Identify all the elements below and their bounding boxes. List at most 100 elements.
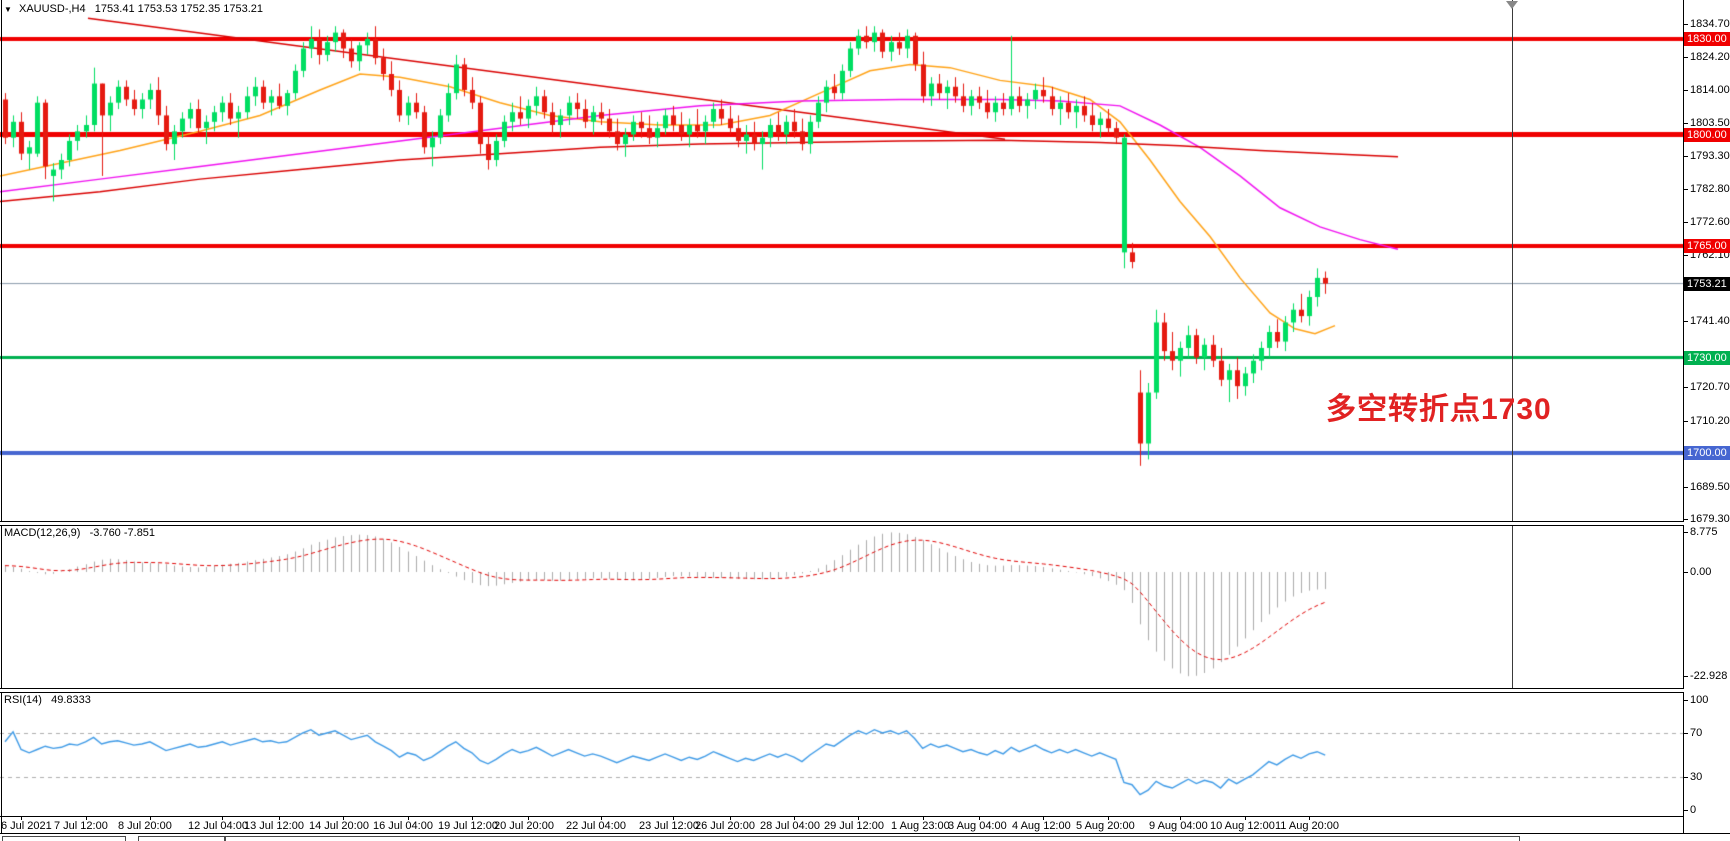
- rsi-value: 49.8333: [51, 694, 91, 706]
- time-tick: [1180, 817, 1181, 820]
- price-tick: [1683, 189, 1688, 190]
- time-tick: [923, 817, 924, 820]
- time-tick: [408, 817, 409, 820]
- price-tag-1753.21: 1753.21: [1684, 277, 1730, 291]
- rsi-indicator-label: RSI(14) 49.8333: [4, 694, 91, 706]
- rsi-tick-label: 100: [1690, 694, 1709, 706]
- price-tick: [1683, 255, 1688, 256]
- macd-tick: [1683, 676, 1688, 677]
- time-label: 9 Aug 04:00: [1149, 820, 1208, 832]
- time-tick: [472, 817, 473, 820]
- price-tick-label: 1803.50: [1690, 117, 1730, 129]
- chart-left-border: [1, 0, 2, 833]
- time-label: 3 Aug 04:00: [948, 820, 1007, 832]
- time-axis-border: [0, 816, 1684, 817]
- price-tick-label: 1793.30: [1690, 150, 1730, 162]
- time-tick: [673, 817, 674, 820]
- macd-tick: [1683, 532, 1688, 533]
- time-label: 16 Jul 04:00: [373, 820, 433, 832]
- time-label: 22 Jul 04:00: [566, 820, 626, 832]
- price-tick-label: 1814.00: [1690, 84, 1730, 96]
- price-tick: [1683, 222, 1688, 223]
- price-tag-1700.00: 1700.00: [1684, 446, 1730, 460]
- time-tick: [150, 817, 151, 820]
- time-tick: [1108, 817, 1109, 820]
- price-tick: [1683, 57, 1688, 58]
- price-tick-label: 1834.70: [1690, 18, 1730, 30]
- time-tick: [222, 817, 223, 820]
- time-tick: [794, 817, 795, 820]
- status-bar-cell: [138, 836, 225, 841]
- panel-divider[interactable]: [0, 688, 1684, 693]
- time-label: 29 Jul 12:00: [824, 820, 884, 832]
- chevron-down-icon[interactable]: ▼: [4, 5, 12, 14]
- time-tick: [528, 817, 529, 820]
- ohlc-values: 1753.41 1753.53 1752.35 1753.21: [94, 3, 264, 15]
- price-tag-1800.00: 1800.00: [1684, 128, 1730, 142]
- time-label: 28 Jul 04:00: [760, 820, 820, 832]
- price-tick-label: 1782.80: [1690, 183, 1730, 195]
- macd-tick-label: 8.775: [1690, 526, 1718, 538]
- price-tick-label: 1679.30: [1690, 513, 1730, 525]
- main-chart-canvas[interactable]: [0, 0, 1684, 521]
- rsi-tick: [1683, 777, 1688, 778]
- price-tick-label: 1720.70: [1690, 381, 1730, 393]
- status-bar-cell: [225, 836, 1520, 841]
- time-tick: [21, 817, 22, 820]
- time-label: 7 Jul 12:00: [54, 820, 108, 832]
- time-tick: [979, 817, 980, 820]
- status-bar-cell: [2, 836, 126, 841]
- time-label: 11 Aug 20:00: [1275, 820, 1340, 832]
- rsi-tick: [1683, 733, 1688, 734]
- rsi-panel-canvas[interactable]: [0, 691, 1684, 816]
- macd-tick: [1683, 572, 1688, 573]
- time-label: 14 Jul 20:00: [309, 820, 369, 832]
- price-tick: [1683, 24, 1688, 25]
- chart-shift-marker-icon[interactable]: [1506, 1, 1518, 9]
- price-tag-1830.00: 1830.00: [1684, 32, 1730, 46]
- macd-panel-canvas[interactable]: [0, 524, 1684, 688]
- price-tick: [1683, 321, 1688, 322]
- symbol-label: XAUUSD-,H4: [18, 3, 86, 15]
- panel-divider[interactable]: [0, 521, 1684, 526]
- time-label: 8 Jul 20:00: [118, 820, 172, 832]
- price-tick: [1683, 156, 1688, 157]
- price-tick-label: 1772.60: [1690, 216, 1730, 228]
- rsi-tick-label: 0: [1690, 804, 1697, 816]
- price-tick: [1683, 90, 1688, 91]
- macd-indicator-label: MACD(12,26,9) -3.760 -7.851: [4, 527, 156, 539]
- symbol-ohlc-header: ▼ XAUUSD-,H4 1753.41 1753.53 1752.35 175…: [4, 3, 263, 15]
- macd-tick-label: 0.00: [1690, 566, 1712, 578]
- time-label: 10 Aug 12:00: [1210, 820, 1275, 832]
- time-tick: [86, 817, 87, 820]
- rsi-tick-label: 70: [1690, 727, 1703, 739]
- time-tick: [1309, 817, 1310, 820]
- time-label: 12 Jul 04:00: [188, 820, 248, 832]
- time-label: 26 Jul 20:00: [695, 820, 755, 832]
- time-label: 23 Jul 12:00: [639, 820, 699, 832]
- price-tick-label: 1710.20: [1690, 415, 1730, 427]
- price-axis-border: [1683, 0, 1684, 834]
- time-tick: [1245, 817, 1246, 820]
- time-tick: [343, 817, 344, 820]
- price-tick: [1683, 387, 1688, 388]
- price-tag-1765.00: 1765.00: [1684, 239, 1730, 253]
- price-tick-label: 1741.40: [1690, 315, 1730, 327]
- time-tick: [279, 817, 280, 820]
- price-tick: [1683, 123, 1688, 124]
- price-tick-label: 1824.20: [1690, 51, 1730, 63]
- time-label: 6 Jul 2021: [1, 820, 52, 832]
- rsi-tick-label: 30: [1690, 771, 1703, 783]
- price-tag-1730.00: 1730.00: [1684, 351, 1730, 365]
- rsi-tick: [1683, 700, 1688, 701]
- time-tick: [601, 817, 602, 820]
- status-bar-border: [0, 833, 1730, 834]
- time-label: 4 Aug 12:00: [1012, 820, 1071, 832]
- time-tick: [730, 817, 731, 820]
- time-tick: [1043, 817, 1044, 820]
- time-label: 5 Aug 20:00: [1076, 820, 1135, 832]
- time-label: 13 Jul 12:00: [244, 820, 304, 832]
- time-label: 20 Jul 20:00: [494, 820, 554, 832]
- time-label: 19 Jul 12:00: [438, 820, 498, 832]
- price-tick: [1683, 519, 1688, 520]
